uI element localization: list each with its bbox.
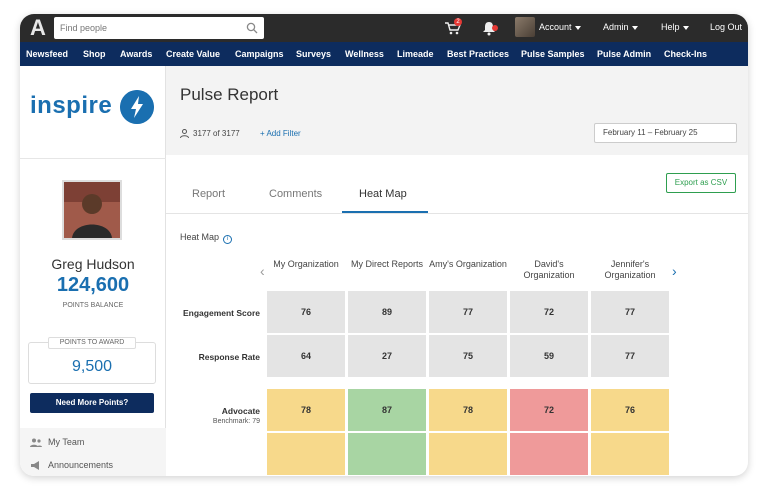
tab-comments[interactable]: Comments	[269, 188, 323, 200]
search-input[interactable]	[60, 17, 240, 39]
user-name: Greg Hudson	[51, 256, 135, 272]
heatmap-cell[interactable]	[429, 433, 507, 475]
sidebar-item-label: My Team	[48, 437, 85, 447]
tab-heat-map[interactable]: Heat Map	[359, 188, 407, 200]
heatmap-cell[interactable]: 75	[429, 335, 507, 377]
heatmap-cell[interactable]	[348, 433, 426, 475]
column-header: David's Organization	[523, 259, 575, 280]
app-window: A 2 Account Admin Help Log Out Newsfeed …	[20, 14, 748, 476]
heatmap-cell[interactable]: 78	[267, 389, 345, 431]
column-header: My Direct Reports	[350, 259, 423, 269]
sidebar-item-label: Announcements	[48, 460, 114, 470]
sidebar-divider	[20, 158, 166, 159]
top-bar: A 2 Account Admin Help Log Out	[20, 14, 748, 42]
column-header: Jennifer's Organization	[604, 259, 656, 280]
app-logo-icon[interactable]: A	[30, 15, 46, 40]
cart-badge: 2	[454, 18, 462, 26]
row-label: Advocate	[221, 406, 260, 416]
megaphone-icon	[31, 461, 39, 471]
row-benchmark: Benchmark: 79	[212, 418, 260, 425]
chevron-left-icon[interactable]: ‹	[260, 263, 265, 279]
tab-report[interactable]: Report	[192, 188, 226, 200]
heatmap-cell[interactable]: 78	[429, 389, 507, 431]
profile-photo[interactable]	[62, 180, 122, 240]
help-label: Help	[661, 22, 680, 32]
points-balance-label: POINTS BALANCE	[62, 302, 124, 309]
nav-item-pulse-samples[interactable]: Pulse Samples	[521, 49, 585, 59]
nav-item-newsfeed[interactable]: Newsfeed	[26, 49, 69, 59]
points-balance: 124,600	[56, 274, 130, 296]
sidebar-item-announcements[interactable]: Announcements	[30, 460, 114, 471]
heatmap-cell[interactable]: 89	[348, 291, 426, 333]
heatmap-cell[interactable]: 77	[591, 291, 669, 333]
nav-item-check-ins[interactable]: Check-Ins	[664, 49, 708, 59]
person-icon	[64, 182, 120, 238]
main-nav: Newsfeed Shop Awards Create Value Campai…	[20, 42, 748, 66]
heatmap-cell[interactable]: 72	[510, 389, 588, 431]
help-menu[interactable]: Help	[661, 22, 689, 32]
nav-item-best-practices[interactable]: Best Practices	[447, 49, 510, 59]
nav-item-awards[interactable]: Awards	[120, 49, 153, 59]
heatmap-cell[interactable]	[591, 433, 669, 475]
search-box	[54, 17, 264, 39]
heatmap-cell[interactable]: 72	[510, 291, 588, 333]
nav-item-shop[interactable]: Shop	[83, 49, 106, 59]
column-header: Amy's Organization	[429, 259, 507, 269]
brand-logo[interactable]: inspire	[30, 92, 113, 119]
person-icon	[180, 129, 189, 139]
heatmap-cell[interactable]: 76	[591, 389, 669, 431]
need-more-points-button[interactable]: Need More Points?	[30, 393, 154, 413]
nav-item-surveys[interactable]: Surveys	[296, 49, 332, 59]
nav-item-create-value[interactable]: Create Value	[166, 49, 221, 59]
chevron-down-icon	[631, 25, 638, 30]
page-title: Pulse Report	[180, 85, 279, 104]
heatmap-cell[interactable]: 59	[510, 335, 588, 377]
column-header: My Organization	[273, 259, 339, 269]
admin-menu[interactable]: Admin	[603, 22, 638, 32]
chevron-right-icon[interactable]: ›	[672, 263, 677, 279]
heatmap-cell[interactable]: 87	[348, 389, 426, 431]
chevron-down-icon	[574, 25, 581, 30]
heatmap-cell[interactable]: 77	[429, 291, 507, 333]
sidebar-links: My Team Announcements	[20, 428, 166, 476]
info-icon[interactable]: i	[223, 235, 233, 244]
team-icon	[30, 438, 42, 448]
nav-item-wellness[interactable]: Wellness	[345, 49, 384, 59]
bell-badge	[492, 25, 498, 31]
user-avatar-small[interactable]	[515, 17, 535, 37]
admin-label: Admin	[603, 22, 629, 32]
nav-item-pulse-admin[interactable]: Pulse Admin	[597, 49, 652, 59]
logout-link[interactable]: Log Out	[710, 22, 743, 32]
row-label: Response Rate	[198, 352, 260, 362]
chevron-down-icon	[682, 25, 689, 30]
main-content: Pulse Report 3177 of 3177 + Add Filter F…	[166, 66, 748, 476]
heatmap-cell[interactable]: 27	[348, 335, 426, 377]
heatmap-cell[interactable]	[267, 433, 345, 475]
lightning-bolt-icon	[120, 90, 154, 124]
points-to-award-label: POINTS TO AWARD	[48, 337, 136, 349]
heatmap-cell[interactable]: 77	[591, 335, 669, 377]
heatmap-cell[interactable]: 76	[267, 291, 345, 333]
row-label: Engagement Score	[183, 308, 260, 318]
heatmap-cell[interactable]: 64	[267, 335, 345, 377]
respondent-count: 3177 of 3177	[180, 129, 240, 139]
export-csv-button[interactable]: Export as CSV	[666, 173, 736, 193]
account-menu[interactable]: Account	[539, 22, 581, 32]
nav-item-limeade[interactable]: Limeade	[397, 49, 434, 59]
count-text: 3177 of 3177	[193, 129, 240, 138]
heatmap-title-text: Heat Map	[180, 232, 220, 242]
date-range-field[interactable]: February 11 – February 25	[594, 123, 737, 143]
points-to-award-value: 9,500	[71, 358, 113, 375]
nav-item-campaigns[interactable]: Campaigns	[235, 49, 284, 59]
sidebar-item-my-team[interactable]: My Team	[30, 437, 85, 448]
sidebar: inspire Greg Hudson 124,600 POINTS BALAN…	[20, 66, 166, 476]
heatmap-title: Heat Map i	[180, 232, 233, 244]
report-panel: Report Comments Heat Map Export as CSV H…	[166, 155, 748, 476]
tab-divider	[166, 213, 748, 214]
search-icon[interactable]	[246, 22, 258, 34]
active-tab-indicator	[342, 211, 428, 213]
heatmap-cell[interactable]	[510, 433, 588, 475]
add-filter-link[interactable]: + Add Filter	[260, 129, 301, 138]
account-label: Account	[539, 22, 572, 32]
